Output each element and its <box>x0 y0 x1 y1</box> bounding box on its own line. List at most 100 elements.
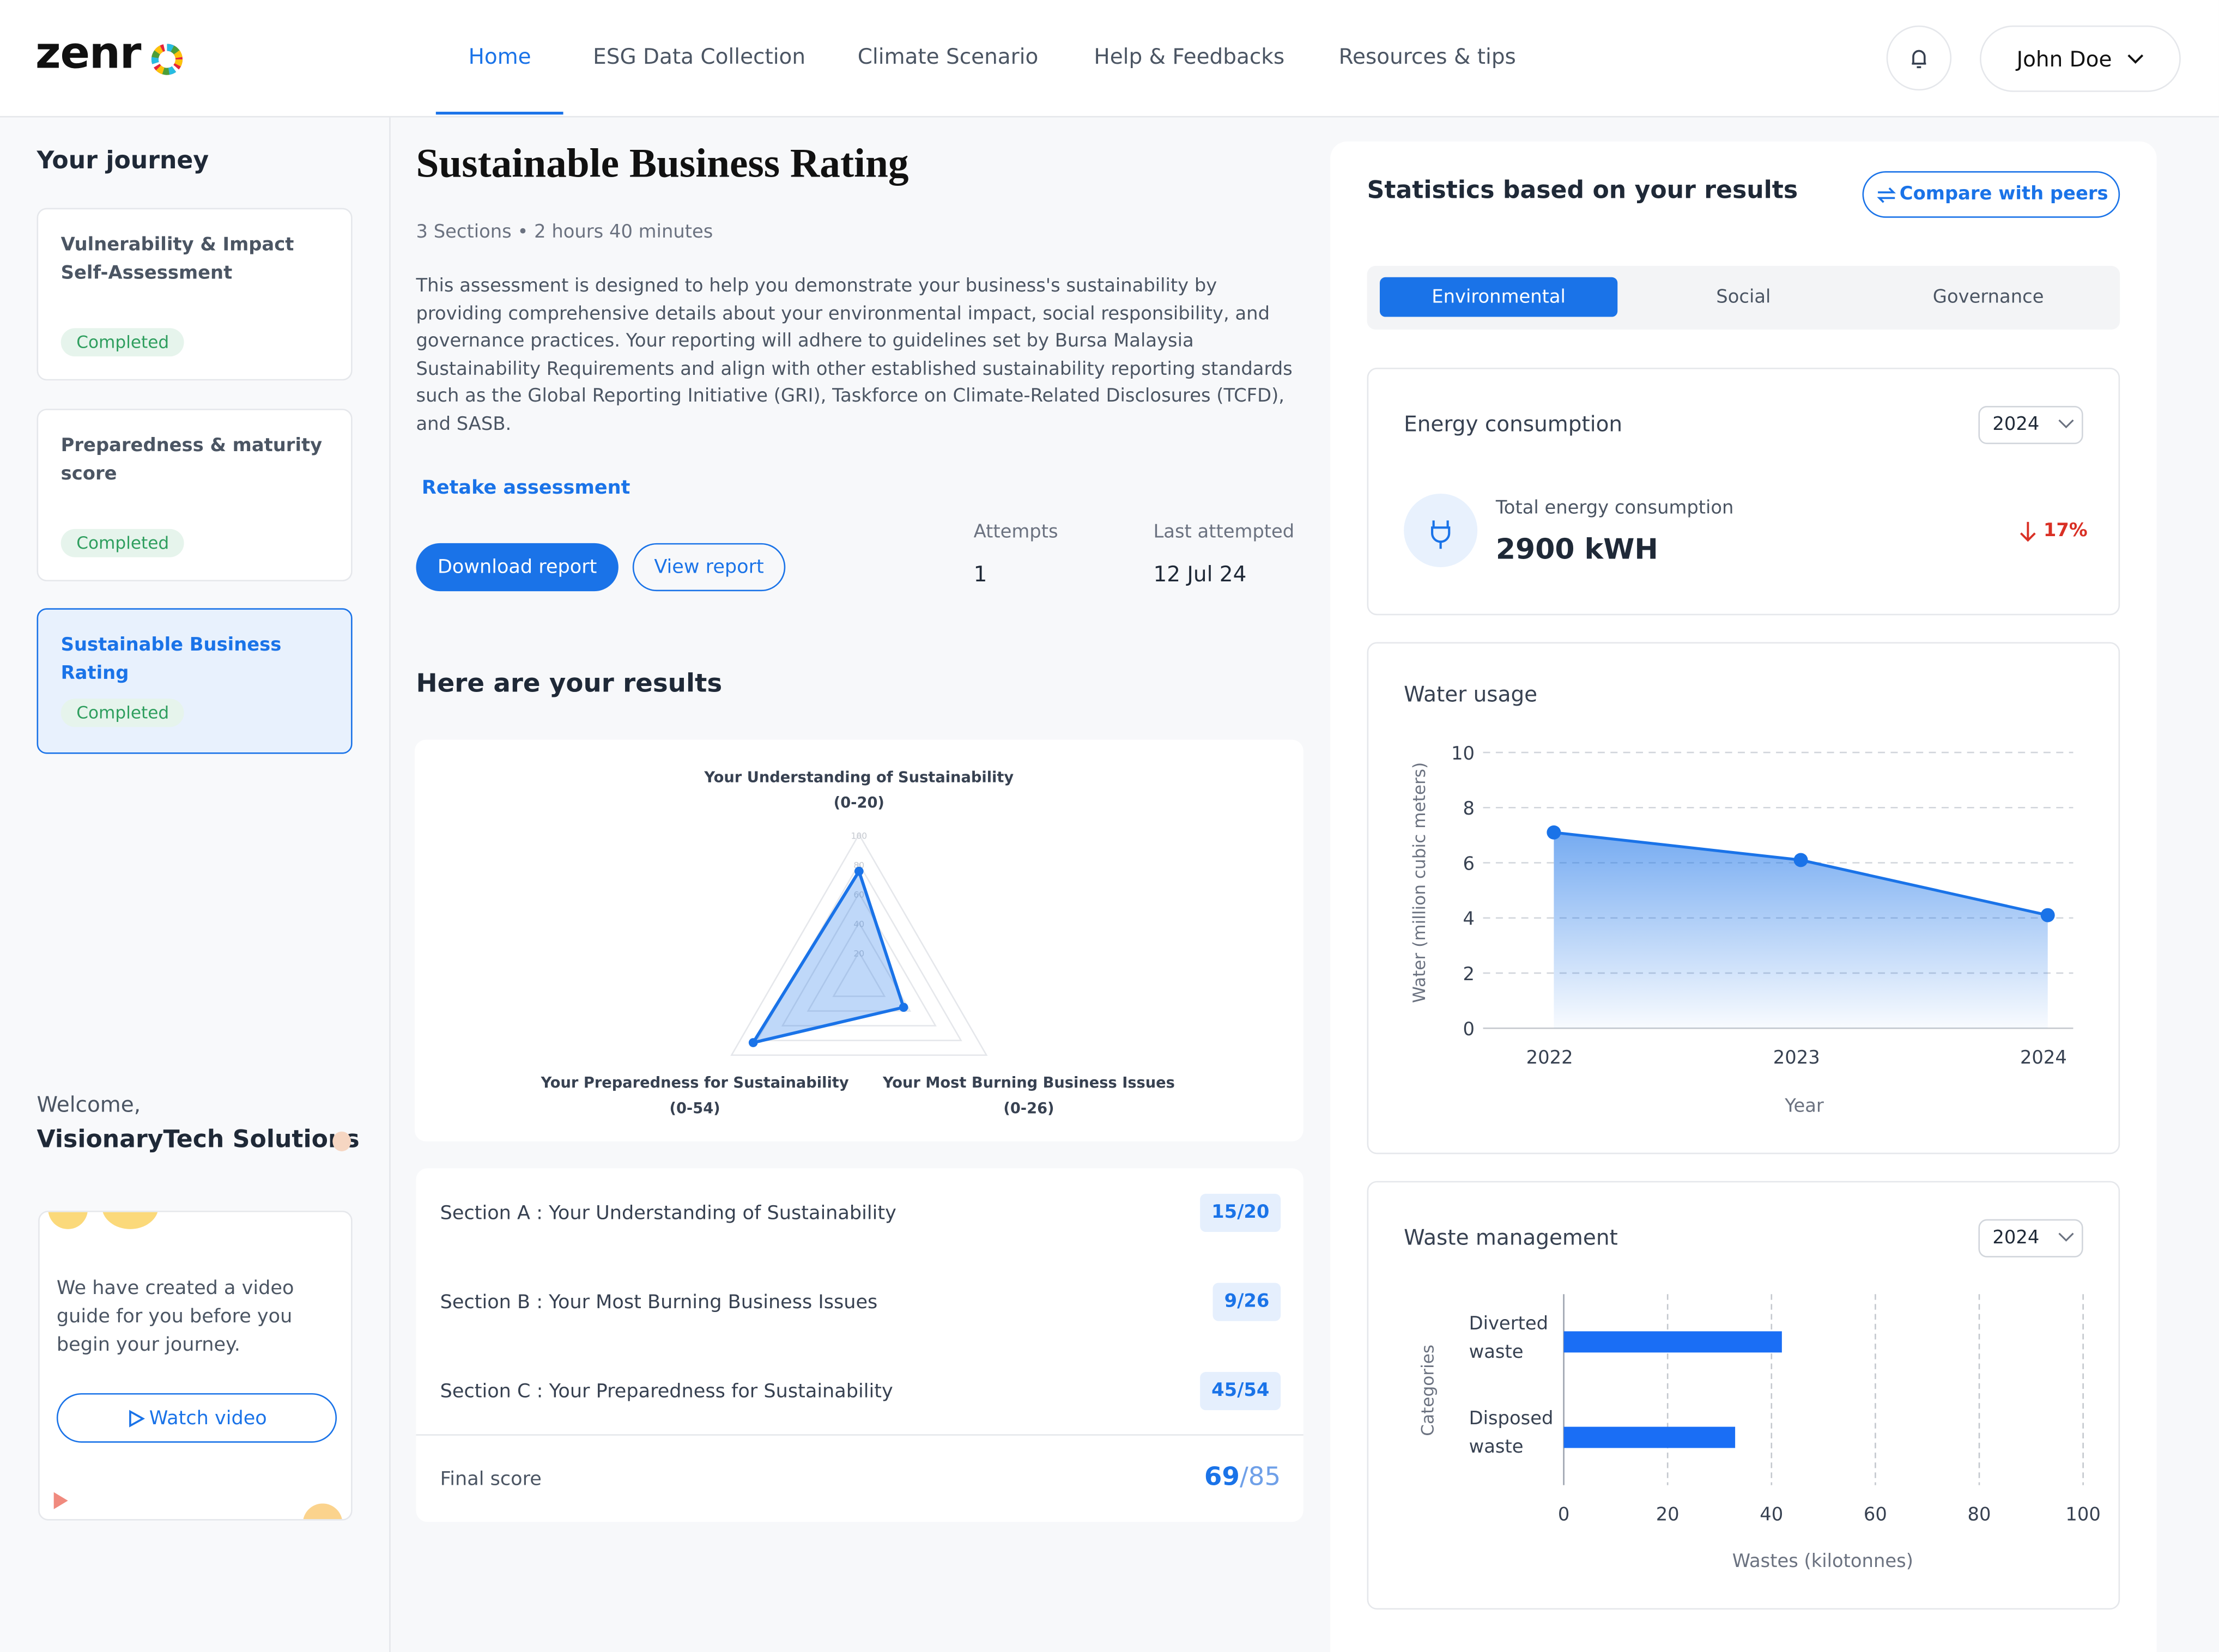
view-button[interactable]: View report <box>632 543 786 592</box>
welcome: Welcome, <box>37 1092 141 1117</box>
step-title: Preparedness & maturity score <box>60 435 323 485</box>
year-select[interactable]: 2024 <box>1978 406 2083 445</box>
nav-link[interactable]: Climate Scenario <box>857 44 1039 70</box>
decor <box>48 1212 342 1519</box>
bell-button[interactable] <box>1886 25 1952 91</box>
user-menu[interactable]: John Doe <box>1980 25 2181 92</box>
x-tick-label: 80 <box>1968 1504 1991 1525</box>
bell-icon <box>1912 50 1926 69</box>
x-tick-label: 60 <box>1864 1504 1887 1525</box>
stats-title: Statistics based on your results <box>1367 177 1798 205</box>
header: zenr Home ESG Data Collection Climate Sc… <box>0 0 2219 118</box>
chart-title: Water usage <box>1404 683 1537 707</box>
radar-axis-range: (0-54) <box>670 1100 720 1117</box>
compare-label: Compare with peers <box>1899 184 2108 205</box>
chevron <box>2058 419 2074 429</box>
nav-link[interactable]: ESG Data Collection <box>593 44 806 70</box>
status-badge: Completed <box>60 328 185 357</box>
y-tick-label: 2 <box>1463 963 1474 985</box>
score-label: Section A : Your Understanding of Sustai… <box>440 1202 896 1225</box>
energy-change: 17% <box>2043 520 2088 542</box>
radar-area <box>750 867 906 1045</box>
radar-card <box>414 739 1303 1141</box>
sidebar-title: Your journey <box>37 147 209 175</box>
energy-title: Energy consumption <box>1404 411 1623 438</box>
x-tick-label: 0 <box>1558 1504 1569 1525</box>
radar-axis-label: Your Preparedness for Sustainability <box>541 1074 849 1091</box>
wave-icon <box>332 1131 351 1152</box>
results-title: Here are your results <box>416 669 723 699</box>
energy-value: 2900 kWH <box>1495 532 1658 566</box>
logo[interactable]: zenr <box>35 28 142 80</box>
tab[interactable]: Governance <box>1932 286 2044 308</box>
sections: 3 Sections <box>416 222 512 244</box>
tab[interactable]: Social <box>1716 286 1771 308</box>
video-text: We have created a video guide for you be… <box>56 1277 294 1357</box>
y-tick-label: 6 <box>1463 853 1474 874</box>
point <box>1793 853 1808 867</box>
description: This assessment is designed to help you … <box>416 276 1293 436</box>
step-card[interactable]: Sustainable Business Rating Completed <box>37 608 353 754</box>
user-name: John Doe <box>2016 46 2112 72</box>
radar-axis-range: (0-26) <box>1003 1100 1054 1117</box>
y-tick-label: Disposed waste <box>1469 1409 1554 1459</box>
scores-card: Section A : Your Understanding of Sustai… <box>416 1168 1303 1522</box>
nav-link[interactable]: Home <box>468 44 531 70</box>
chevron <box>2058 1232 2074 1242</box>
x-tick-label: 100 <box>2065 1504 2100 1525</box>
y-tick-label: 10 <box>1451 743 1475 764</box>
download-button[interactable]: Download report <box>416 543 619 592</box>
final-label: Final score <box>440 1468 542 1491</box>
meta: 3 Sections • 2 hours 40 minutes <box>416 222 713 244</box>
compare-button[interactable]: Compare with peers <box>1862 171 2120 218</box>
radar-tick-label: 100 <box>851 831 867 841</box>
y-tick-label: 8 <box>1463 798 1474 819</box>
step-card[interactable]: Vulnerability & Impact Self-Assessment Co… <box>37 208 353 381</box>
year-select[interactable]: 2024 <box>1978 1219 2083 1258</box>
nav-link[interactable]: Help & Feedbacks <box>1094 44 1285 70</box>
swap-icon <box>1877 186 1896 203</box>
step-card[interactable]: Preparedness & maturity score Completed <box>37 409 353 581</box>
category-box: Diverted waste <box>1469 1313 1549 1363</box>
area <box>1554 832 2048 1029</box>
status-badge: Completed <box>60 529 185 557</box>
last-label: Last attempted <box>1153 521 1295 543</box>
radar-point <box>899 1003 908 1012</box>
score-badge: 9/26 <box>1212 1283 1281 1321</box>
step-title: Vulnerability & Impact Self-Assessment <box>60 234 294 284</box>
x-axis-label: Year <box>1784 1095 1824 1116</box>
score-label: Section B : Your Most Burning Business I… <box>440 1291 878 1314</box>
x-axis-label: Wastes (kilotonnes) <box>1732 1550 1913 1571</box>
duration: 2 hours 40 minutes <box>534 222 713 244</box>
radar-ring <box>807 921 912 1012</box>
x-tick-label: 2023 <box>1773 1047 1820 1068</box>
y-tick-label: Diverted waste <box>1469 1313 1549 1363</box>
bar <box>1563 1331 1782 1353</box>
score-badge: 45/54 <box>1200 1372 1281 1411</box>
chevron <box>2127 54 2144 64</box>
radar-tick-label: 20 <box>853 949 864 958</box>
step-title: Sustainable Business Rating <box>60 635 282 685</box>
x-tick-label: 2022 <box>1526 1047 1573 1068</box>
final-score: 69/85 <box>1204 1462 1281 1492</box>
video-card: We have created a video guide for you be… <box>38 1211 353 1521</box>
point <box>2040 908 2055 922</box>
retake-link[interactable]: Retake assessment <box>421 476 630 500</box>
waste-card: 2024 <box>1367 1181 2120 1610</box>
radar-ring <box>781 891 937 1027</box>
status-badge: Completed <box>60 699 185 727</box>
score-label: Section C : Your Preparedness for Sustai… <box>440 1380 893 1404</box>
play-icon <box>130 1409 146 1427</box>
plug <box>1430 520 1451 549</box>
watch-button[interactable]: Watch video <box>56 1393 337 1443</box>
tabs: Environmental Social Governance <box>1367 266 2120 330</box>
plug-icon <box>1404 493 1478 567</box>
nav-link[interactable]: Resources & tips <box>1338 44 1516 70</box>
radar-axis-label: Your Most Burning Business Issues <box>882 1074 1175 1091</box>
x-tick-label: 20 <box>1656 1504 1680 1525</box>
tab[interactable]: Environmental <box>1379 277 1618 317</box>
x-tick-label: 40 <box>1760 1504 1783 1525</box>
y-tick-label: 0 <box>1463 1018 1474 1040</box>
bar <box>1563 1426 1736 1448</box>
